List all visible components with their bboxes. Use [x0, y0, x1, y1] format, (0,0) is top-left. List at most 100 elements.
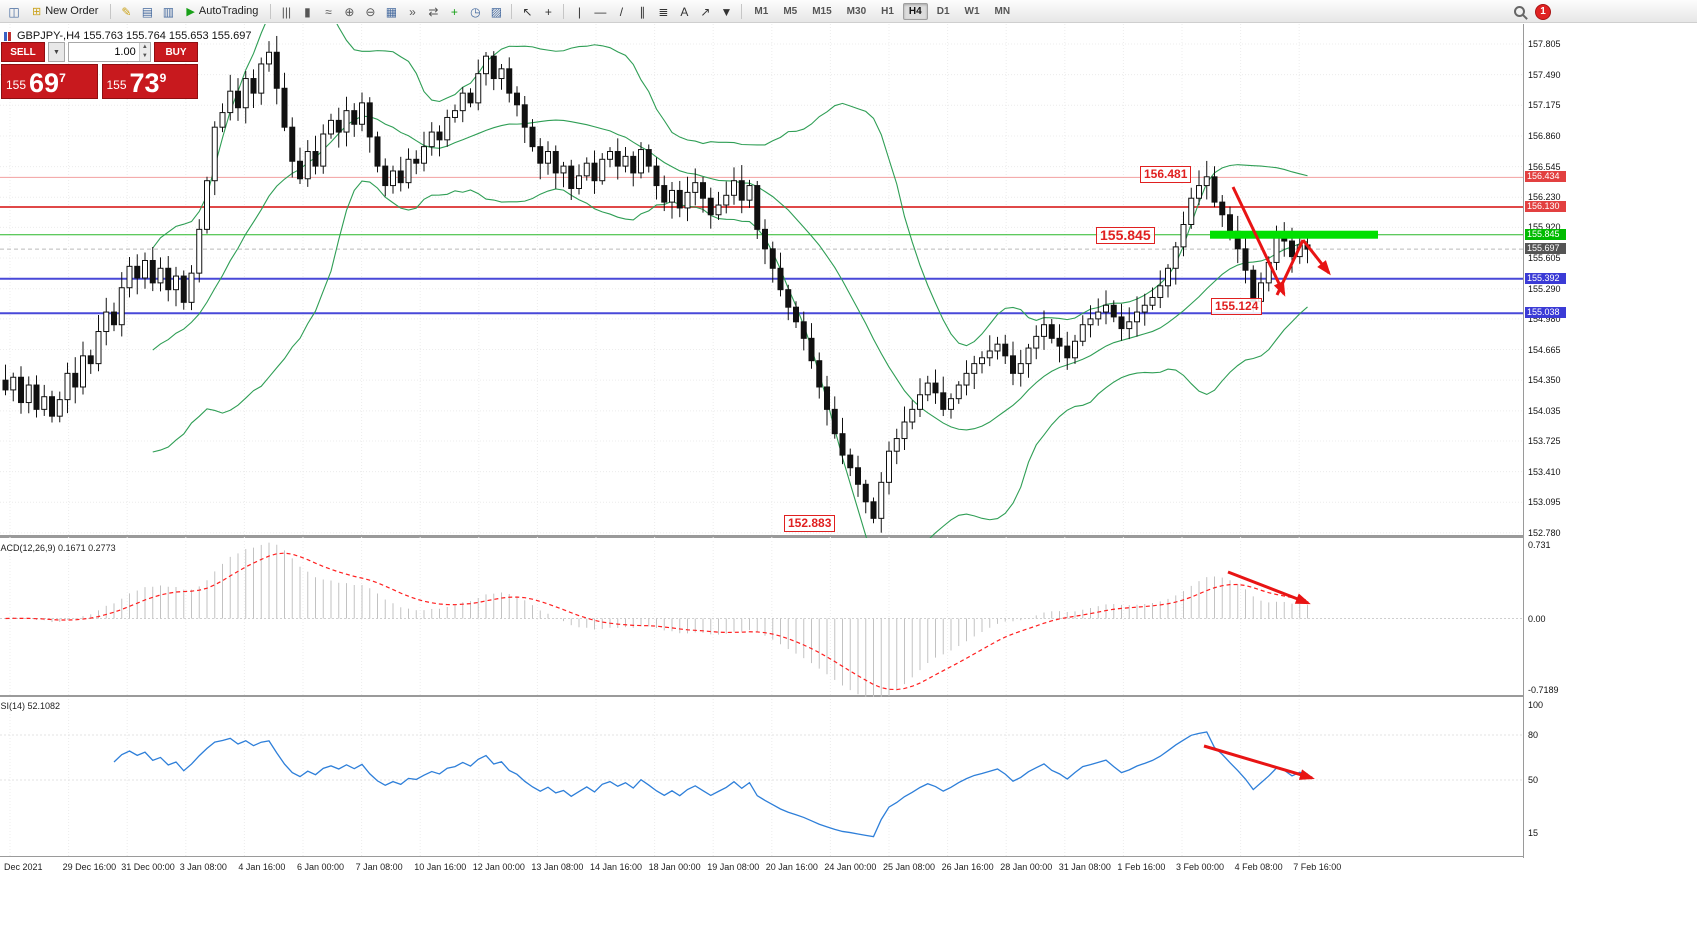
chart-window[interactable]: GBPJPY-,H4 155.763 155.764 155.653 155.6…: [0, 24, 1566, 876]
toolbar-separator: [270, 3, 272, 19]
time-label: 7 Feb 16:00: [1293, 862, 1342, 872]
line-chart-icon[interactable]: ≈: [325, 4, 332, 19]
time-label: Dec 2021: [4, 862, 43, 872]
timeframe-w1[interactable]: W1: [964, 5, 980, 17]
timeframe-h4[interactable]: H4: [902, 2, 928, 20]
price-tick: 155.605: [1528, 253, 1561, 264]
price-tag: 155.038: [1525, 307, 1566, 319]
ask-pips: 73: [129, 68, 160, 98]
arrows-tool-icon[interactable]: ↗: [700, 4, 711, 19]
price-tick: 157.490: [1528, 69, 1561, 80]
timeframe-h1[interactable]: H1: [881, 5, 894, 17]
bars-chart-icon[interactable]: |||: [281, 4, 292, 19]
price-tag: 156.130: [1525, 200, 1566, 212]
price-tag: 155.697: [1525, 243, 1566, 255]
candlestick-chart: [0, 24, 1523, 538]
time-label: 14 Jan 16:00: [590, 862, 643, 872]
price-callout: 155.845: [1096, 227, 1155, 244]
macd-values: 0.1671 0.2773: [58, 543, 116, 553]
chart-shift-icon[interactable]: ⇄: [428, 4, 439, 19]
trendline-icon[interactable]: /: [619, 4, 624, 19]
lot-size-input[interactable]: [69, 43, 139, 61]
toolbar-separator: [741, 3, 743, 19]
navigator-icon[interactable]: ▥: [162, 4, 175, 19]
time-label: 13 Jan 08:00: [531, 862, 584, 872]
buy-button[interactable]: BUY: [154, 42, 198, 62]
timeframe-m15[interactable]: M15: [812, 5, 832, 17]
toolbar: ◫ ⊞ New Order ✎ ▤ ▥ ▶ AutoTrading ||| ▮ ≈ ⊕ ⊖ ▦ » ⇄ + ◷ ▨ ↖…: [0, 0, 1697, 23]
search-icon[interactable]: [1514, 6, 1525, 17]
price-tick: 154.980: [1528, 313, 1561, 324]
lot-down-icon[interactable]: ▼: [139, 52, 150, 61]
templates-icon[interactable]: ▨: [490, 4, 503, 19]
lot-up-icon[interactable]: ▲: [139, 43, 150, 52]
price-tag: 155.845: [1525, 228, 1566, 240]
price-tick: 154.035: [1528, 405, 1561, 416]
timeframe-d1[interactable]: D1: [936, 5, 950, 17]
ask-price-display[interactable]: 155 73 9: [101, 64, 198, 99]
time-label: 4 Jan 16:00: [238, 862, 286, 872]
macd-title: MACD(12,26,9): [0, 543, 56, 553]
timeframe-m30[interactable]: M30: [846, 5, 867, 17]
bid-price-display[interactable]: 155 69 7: [1, 64, 98, 99]
new-order-button[interactable]: ⊞ New Order: [25, 2, 105, 21]
rsi-axis-label: 100: [1528, 700, 1544, 710]
time-label: 12 Jan 00:00: [472, 862, 525, 872]
timeframe-m5[interactable]: M5: [783, 5, 798, 17]
price-tick: 157.805: [1528, 39, 1561, 49]
symbol-ohlc-text: GBPJPY-,H4 155.763 155.764 155.653 155.6…: [17, 30, 252, 42]
autotrading-button[interactable]: ▶ AutoTrading: [179, 2, 265, 21]
zoom-out-icon[interactable]: ⊖: [365, 4, 376, 19]
text-tool-icon[interactable]: A: [680, 4, 689, 19]
market-watch-icon[interactable]: ▤: [141, 4, 154, 19]
cursor-icon[interactable]: ↖: [522, 4, 533, 19]
fibonacci-icon[interactable]: ≣: [658, 4, 669, 19]
rsi-axis-label: 15: [1528, 827, 1539, 838]
price-chart-panel[interactable]: GBPJPY-,H4 155.763 155.764 155.653 155.6…: [0, 24, 1566, 538]
crosshair-icon[interactable]: +: [544, 4, 552, 19]
timeframe-m1[interactable]: M1: [754, 5, 769, 17]
notification-badge[interactable]: 1: [1535, 3, 1551, 20]
sell-button[interactable]: SELL: [1, 42, 45, 62]
toolbar-separator: [110, 3, 112, 19]
price-axis[interactable]: 157.805 157.490 157.175 156.860 156.545 156.2…: [1523, 24, 1566, 858]
candlestick-mode-icon[interactable]: ▮: [304, 4, 311, 19]
periods-icon[interactable]: ◷: [470, 4, 481, 19]
add-indicator-icon[interactable]: +: [450, 4, 458, 19]
bid-point: 7: [59, 71, 66, 85]
equidistant-channel-icon[interactable]: ∥: [639, 4, 646, 19]
price-tick: 154.665: [1528, 344, 1561, 355]
zoom-in-icon[interactable]: ⊕: [344, 4, 355, 19]
timeframe-mn[interactable]: MN: [994, 5, 1011, 17]
rsi-title: RSI(14): [0, 701, 26, 711]
lot-stepper[interactable]: ▲ ▼: [138, 43, 150, 61]
metaeditor-icon[interactable]: ✎: [121, 4, 132, 19]
price-callout: 152.883: [784, 515, 836, 532]
toolbar-items: ◫ ⊞ New Order ✎ ▤ ▥ ▶ AutoTrading ||| ▮ ≈ ⊕ ⊖ ▦ » ⇄ + ◷ ▨ ↖…: [4, 0, 1017, 23]
auto-scroll-icon[interactable]: »: [409, 4, 416, 19]
macd-panel[interactable]: MACD(12,26,9) 0.1671 0.2773: [0, 541, 1566, 697]
one-click-prices: 155 69 7 155 73 9: [1, 64, 198, 99]
price-callout: 156.481: [1140, 166, 1192, 183]
price-tick: 155.290: [1528, 283, 1561, 294]
price-tick: 156.860: [1528, 130, 1561, 141]
time-label: 18 Jan 00:00: [648, 862, 701, 872]
new-order-icon: ⊞: [32, 5, 42, 18]
new-chart-icon[interactable]: ◫: [8, 4, 20, 19]
toolbar-separator: [563, 3, 565, 19]
time-label: 7 Jan 08:00: [355, 862, 403, 872]
shapes-icon[interactable]: ▼: [720, 4, 733, 19]
symbol-ohlc-label: GBPJPY-,H4 155.763 155.764 155.653 155.6…: [4, 30, 251, 42]
rsi-panel[interactable]: RSI(14) 52.1082: [0, 699, 1566, 857]
time-axis[interactable]: Dec 2021 29 Dec 16:00 31 Dec 00:00 3 Jan 08…: [0, 858, 1566, 876]
order-type-dropdown[interactable]: ▼: [48, 42, 65, 62]
rsi-axis-label: 80: [1528, 730, 1539, 740]
toolbar-separator: [511, 3, 513, 19]
vertical-line-icon[interactable]: |: [577, 4, 581, 19]
price-tick: 156.230: [1528, 192, 1561, 203]
rsi-chart: [0, 699, 1523, 857]
time-label: 28 Jan 00:00: [1000, 862, 1053, 872]
tile-windows-icon[interactable]: ▦: [385, 4, 398, 19]
horizontal-line-icon[interactable]: —: [594, 4, 607, 19]
